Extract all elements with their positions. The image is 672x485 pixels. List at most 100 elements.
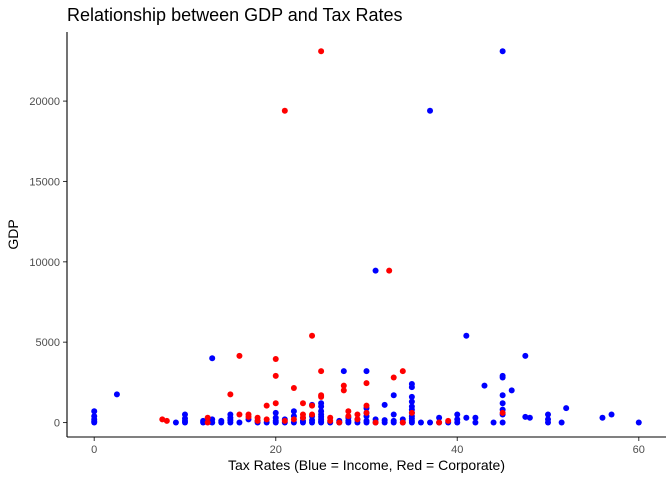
income-point (526, 414, 533, 421)
corporate-point (390, 374, 397, 381)
data-points (91, 48, 642, 426)
corporate-point (345, 408, 352, 415)
income-point (454, 416, 461, 423)
income-point (408, 398, 415, 405)
income-point (272, 414, 279, 421)
corporate-point (336, 419, 343, 426)
corporate-point (499, 409, 506, 416)
corporate-point (318, 368, 325, 375)
income-point (318, 408, 325, 415)
corporate-point (354, 416, 361, 423)
income-point (200, 417, 207, 424)
income-point (272, 409, 279, 416)
corporate-point (340, 387, 347, 394)
corporate-point (372, 419, 379, 426)
income-point (218, 417, 225, 424)
corporate-point (227, 391, 234, 398)
income-point (427, 419, 434, 426)
x-axis-title: Tax Rates (Blue = Income, Red = Corporat… (228, 457, 505, 473)
income-point (499, 48, 506, 55)
x-tick-label: 0 (91, 444, 97, 456)
income-point (172, 419, 179, 426)
corporate-point (254, 414, 261, 421)
income-point (508, 387, 515, 394)
corporate-point (318, 48, 325, 55)
income-point (390, 392, 397, 399)
corporate-point (408, 409, 415, 416)
y-axis-title: GDP (5, 219, 21, 249)
income-point (227, 411, 234, 418)
income-point (408, 393, 415, 400)
income-point (408, 403, 415, 410)
corporate-point (363, 409, 370, 416)
corporate-point (299, 400, 306, 407)
income-point (436, 414, 443, 421)
y-tick-label: 20000 (29, 96, 60, 108)
corporate-point (281, 107, 288, 114)
income-point (390, 411, 397, 418)
income-point (472, 419, 479, 426)
corporate-point (204, 414, 211, 421)
y-tick-label: 5000 (36, 337, 60, 349)
income-point (499, 400, 506, 407)
income-point (490, 419, 497, 426)
corporate-point (272, 356, 279, 363)
income-point (209, 416, 216, 423)
corporate-point (399, 368, 406, 375)
corporate-point (436, 419, 443, 426)
income-point (363, 368, 370, 375)
corporate-point (290, 384, 297, 391)
x-tick-label: 20 (270, 444, 282, 456)
income-point (408, 380, 415, 387)
income-point (340, 368, 347, 375)
income-point (463, 414, 470, 421)
income-point (91, 408, 98, 415)
income-point (563, 405, 570, 412)
axis-ticks: 0 20 40 60 0 5000 10000 15000 20000 (29, 96, 644, 456)
corporate-point (309, 332, 316, 339)
corporate-point (399, 419, 406, 426)
income-point (545, 416, 552, 423)
corporate-point (245, 411, 252, 418)
income-point (499, 372, 506, 379)
corporate-point (345, 413, 352, 420)
income-point (558, 419, 565, 426)
corporate-point (327, 417, 334, 424)
corporate-point (363, 380, 370, 387)
income-point (499, 419, 506, 426)
income-point (372, 267, 379, 274)
corporate-point (159, 416, 166, 423)
income-point (417, 419, 424, 426)
corporate-point (309, 402, 316, 409)
income-point (91, 413, 98, 420)
income-point (608, 411, 615, 418)
x-tick-label: 40 (451, 444, 463, 456)
x-tick-label: 60 (633, 444, 645, 456)
income-point (209, 355, 216, 362)
income-point (381, 417, 388, 424)
income-point (236, 419, 243, 426)
corporate-point (272, 372, 279, 379)
corporate-point (163, 417, 170, 424)
corporate-point (354, 411, 361, 418)
y-tick-label: 0 (54, 418, 60, 430)
income-point (463, 332, 470, 339)
income-point (113, 391, 120, 398)
corporate-point (386, 267, 393, 274)
corporate-point (204, 419, 211, 426)
income-point (635, 419, 642, 426)
corporate-point (236, 352, 243, 359)
income-point (390, 417, 397, 424)
corporate-point (318, 393, 325, 400)
income-point (481, 382, 488, 389)
income-point (522, 413, 529, 420)
income-point (318, 400, 325, 407)
y-tick-label: 15000 (29, 176, 60, 188)
income-point (454, 411, 461, 418)
income-point (427, 107, 434, 114)
corporate-point (236, 411, 243, 418)
corporate-point (363, 402, 370, 409)
income-point (499, 392, 506, 399)
